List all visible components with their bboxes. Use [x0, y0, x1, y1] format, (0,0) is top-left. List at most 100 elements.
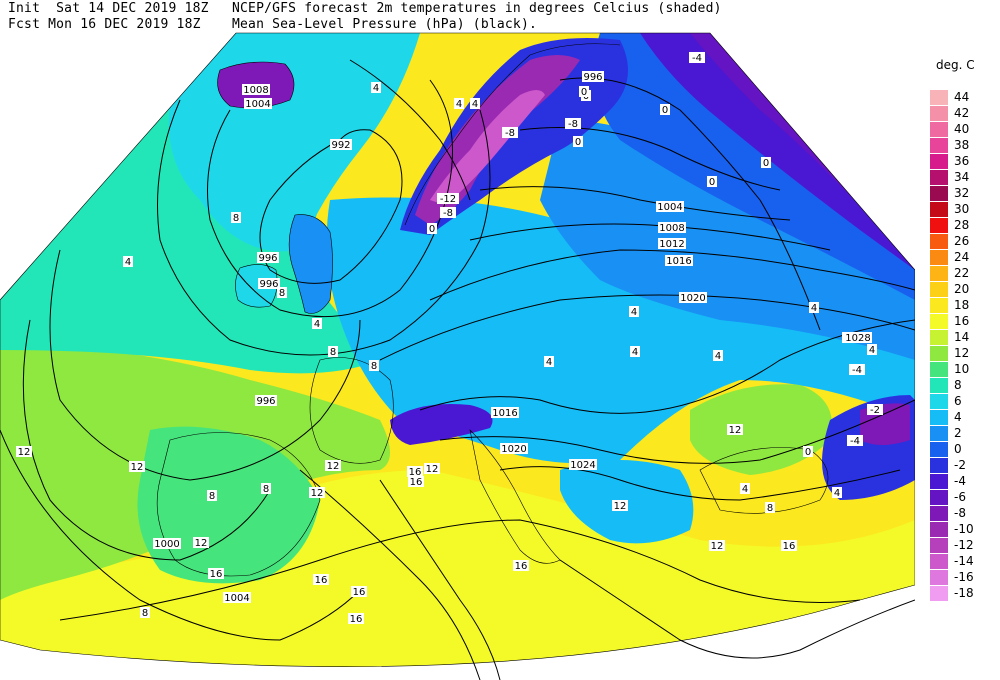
region-russia-cold — [640, 33, 915, 270]
svg-text:8: 8 — [330, 347, 336, 358]
temperature-labels: 4440-8-80-400-12-80848488121288121212161… — [16, 52, 883, 625]
temperature-label: 16 — [407, 466, 423, 478]
temperature-pressure-map: 1008 1004 992 996 996 996 1004 1008 1012 1016 1020… — [0, 32, 915, 680]
isobar-label: 1020 — [500, 443, 528, 455]
svg-text:0: 0 — [662, 105, 668, 116]
temperature-label: -12 — [437, 193, 459, 205]
svg-text:16: 16 — [210, 569, 223, 580]
temperature-label: 0 — [427, 223, 437, 235]
legend-swatch — [930, 138, 948, 153]
legend-swatch — [930, 218, 948, 233]
legend-label: 36 — [954, 154, 970, 168]
init-time: Init Sat 14 DEC 2019 18Z — [8, 1, 209, 16]
legend-swatch — [930, 266, 948, 281]
temperature-label: 8 — [369, 360, 379, 372]
legend-swatch — [930, 186, 948, 201]
coastline-italy — [469, 429, 561, 564]
svg-text:4: 4 — [834, 488, 840, 499]
isobar-label: 996 — [582, 71, 604, 83]
coastline-ireland — [235, 264, 278, 308]
svg-text:1024: 1024 — [570, 460, 595, 471]
svg-text:4: 4 — [715, 351, 721, 362]
svg-text:0: 0 — [581, 87, 587, 98]
temperature-label: 0 — [707, 176, 717, 188]
isobar-label: 1004 — [656, 201, 684, 213]
temperature-label: 0 — [579, 86, 589, 98]
temperature-label: 16 — [513, 560, 529, 572]
svg-text:12: 12 — [426, 464, 439, 475]
legend-swatch — [930, 122, 948, 137]
temperature-label: 4 — [630, 346, 640, 358]
temperature-label: 4 — [740, 483, 750, 495]
temperature-label: 4 — [867, 344, 877, 356]
coastlines — [156, 43, 829, 577]
legend-swatch — [930, 202, 948, 217]
coastline-black-sea — [699, 447, 829, 514]
isobar-label: 1004 — [244, 98, 272, 110]
temperature-label: 4 — [629, 306, 639, 318]
legend-swatch — [930, 474, 948, 489]
legend-swatch — [930, 378, 948, 393]
svg-text:-4: -4 — [852, 365, 862, 376]
legend-swatch — [930, 410, 948, 425]
region-alps — [390, 404, 493, 445]
isobar-line — [559, 77, 821, 331]
svg-text:1016: 1016 — [492, 408, 517, 419]
coastline-iceland — [217, 61, 295, 109]
temperature-label: 12 — [16, 446, 32, 458]
temperature-label: 16 — [208, 568, 224, 580]
temperature-label: -8 — [440, 207, 456, 219]
temperature-label: 12 — [325, 460, 341, 472]
region-northeast-cold — [593, 33, 915, 300]
legend-swatch — [930, 170, 948, 185]
temperature-label: 12 — [709, 540, 725, 552]
isobar-line — [349, 59, 471, 201]
legend-label: -10 — [954, 522, 974, 536]
isobar-label: 996 — [257, 252, 279, 264]
temperature-label: 12 — [129, 461, 145, 473]
temperature-label: 4 — [312, 318, 322, 330]
legend-label: 38 — [954, 138, 970, 152]
temperature-label: 12 — [193, 537, 209, 549]
legend-swatch — [930, 346, 948, 361]
isobar-line — [0, 429, 361, 641]
legend-label: 44 — [954, 90, 970, 104]
legend-label: 32 — [954, 186, 970, 200]
legend-swatch — [930, 282, 948, 297]
temperature-label: 4 — [544, 356, 554, 368]
svg-text:16: 16 — [783, 541, 796, 552]
isobar-line — [379, 479, 501, 680]
legend-swatch — [930, 426, 948, 441]
legend-label: -16 — [954, 570, 974, 584]
legend-label: 14 — [954, 330, 970, 344]
legend-label: -4 — [954, 474, 966, 488]
svg-text:1012: 1012 — [659, 239, 684, 250]
legend-swatch — [930, 314, 948, 329]
isobar-label: 996 — [258, 278, 280, 290]
svg-text:16: 16 — [515, 561, 528, 572]
legend-label: 2 — [954, 426, 962, 440]
isobar-line — [429, 249, 915, 301]
legend-label: 18 — [954, 298, 970, 312]
isobar-line — [499, 466, 901, 501]
temperature-label: 12 — [612, 500, 628, 512]
isobar-label: 1024 — [569, 459, 597, 471]
legend-swatch — [930, 442, 948, 457]
svg-text:8: 8 — [263, 484, 269, 495]
svg-text:8: 8 — [371, 361, 377, 372]
legend-swatch — [930, 330, 948, 345]
legend-swatch — [930, 106, 948, 121]
temperature-label: -8 — [502, 127, 518, 139]
temperature-label: 4 — [713, 350, 723, 362]
region-eastern-europe — [540, 120, 915, 360]
svg-text:992: 992 — [331, 140, 350, 151]
isobar-line — [259, 129, 403, 284]
svg-text:4: 4 — [314, 319, 320, 330]
svg-text:16: 16 — [410, 477, 423, 488]
svg-text:4: 4 — [373, 83, 379, 94]
forecast-time: Fcst Mon 16 DEC 2019 18Z — [8, 17, 201, 32]
region-great-britain — [289, 214, 333, 314]
svg-text:12: 12 — [18, 447, 31, 458]
svg-text:0: 0 — [709, 177, 715, 188]
temperature-label: 4 — [470, 98, 480, 110]
